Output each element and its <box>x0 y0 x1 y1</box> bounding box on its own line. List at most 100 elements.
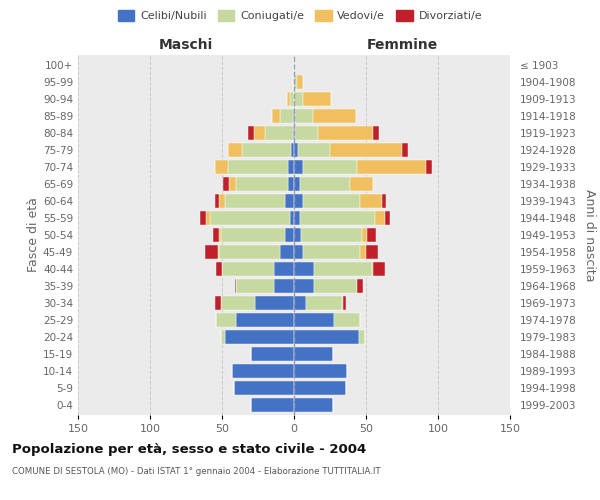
Bar <box>294 160 302 174</box>
Bar <box>294 262 314 276</box>
Bar <box>274 279 294 293</box>
Bar <box>286 194 294 208</box>
Bar <box>330 143 402 157</box>
Bar <box>293 109 294 123</box>
Bar <box>341 296 343 310</box>
Bar <box>362 228 367 242</box>
Bar <box>290 211 294 225</box>
Bar <box>294 194 302 208</box>
Bar <box>360 194 382 208</box>
Bar <box>242 143 291 157</box>
Bar <box>313 109 356 123</box>
Bar <box>294 126 295 140</box>
Bar <box>228 143 242 157</box>
Bar <box>272 109 280 123</box>
Bar <box>221 228 286 242</box>
Bar <box>274 262 294 276</box>
Bar <box>294 381 346 395</box>
Bar <box>359 330 365 344</box>
Bar <box>200 211 206 225</box>
Bar <box>254 126 265 140</box>
Bar <box>219 194 225 208</box>
Bar <box>206 211 211 225</box>
Bar <box>205 245 218 259</box>
Bar <box>251 398 294 412</box>
Bar <box>385 211 391 225</box>
Bar <box>367 228 376 242</box>
Text: Maschi: Maschi <box>159 38 213 52</box>
Legend: Celibi/Nubili, Coniugati/e, Vedovi/e, Divorziati/e: Celibi/Nubili, Coniugati/e, Vedovi/e, Di… <box>113 6 487 25</box>
Bar <box>334 313 360 327</box>
Bar <box>358 279 363 293</box>
Bar <box>350 177 373 191</box>
Bar <box>372 262 373 276</box>
Bar <box>280 245 294 259</box>
Bar <box>228 160 288 174</box>
Text: COMUNE DI SESTOLA (MO) - Dati ISTAT 1° gennaio 2004 - Elaborazione TUTTITALIA.IT: COMUNE DI SESTOLA (MO) - Dati ISTAT 1° g… <box>12 468 380 476</box>
Bar <box>294 177 300 191</box>
Bar <box>235 279 236 293</box>
Bar <box>373 126 379 140</box>
Y-axis label: Fasce di età: Fasce di età <box>27 198 40 272</box>
Bar <box>232 364 294 378</box>
Bar <box>427 160 432 174</box>
Bar <box>286 228 294 242</box>
Bar <box>215 194 219 208</box>
Bar <box>294 211 300 225</box>
Bar <box>302 245 360 259</box>
Bar <box>295 126 319 140</box>
Bar <box>294 347 333 361</box>
Bar <box>298 143 330 157</box>
Bar <box>360 245 366 259</box>
Bar <box>290 92 294 106</box>
Bar <box>343 296 346 310</box>
Bar <box>358 160 427 174</box>
Bar <box>221 296 255 310</box>
Bar <box>294 228 301 242</box>
Bar <box>293 126 294 140</box>
Bar <box>295 109 313 123</box>
Bar <box>319 126 373 140</box>
Bar <box>301 228 362 242</box>
Bar <box>366 245 377 259</box>
Bar <box>288 177 294 191</box>
Bar <box>302 92 331 106</box>
Bar <box>314 279 358 293</box>
Bar <box>215 296 221 310</box>
Bar <box>216 313 236 327</box>
Bar <box>225 330 294 344</box>
Text: Popolazione per età, sesso e stato civile - 2004: Popolazione per età, sesso e stato civil… <box>12 442 366 456</box>
Bar <box>214 228 219 242</box>
Bar <box>248 126 254 140</box>
Bar <box>225 194 286 208</box>
Bar <box>297 75 302 89</box>
Bar <box>302 194 360 208</box>
Bar <box>305 296 341 310</box>
Bar <box>294 75 297 89</box>
Bar <box>236 177 288 191</box>
Bar <box>294 296 305 310</box>
Bar <box>236 279 274 293</box>
Bar <box>291 143 294 157</box>
Bar <box>294 143 298 157</box>
Bar <box>218 245 219 259</box>
Text: Femmine: Femmine <box>367 38 437 52</box>
Bar <box>294 109 295 123</box>
Bar <box>288 160 294 174</box>
Bar <box>294 364 347 378</box>
Bar <box>211 211 290 225</box>
Bar <box>215 160 228 174</box>
Bar <box>294 58 295 72</box>
Bar <box>265 126 293 140</box>
Bar <box>294 398 333 412</box>
Bar <box>294 92 302 106</box>
Bar <box>302 160 358 174</box>
Bar <box>280 109 293 123</box>
Bar <box>222 262 274 276</box>
Bar <box>223 177 229 191</box>
Bar <box>219 245 280 259</box>
Bar <box>294 245 302 259</box>
Y-axis label: Anni di nascita: Anni di nascita <box>583 188 596 281</box>
Bar <box>374 211 385 225</box>
Bar <box>251 347 294 361</box>
